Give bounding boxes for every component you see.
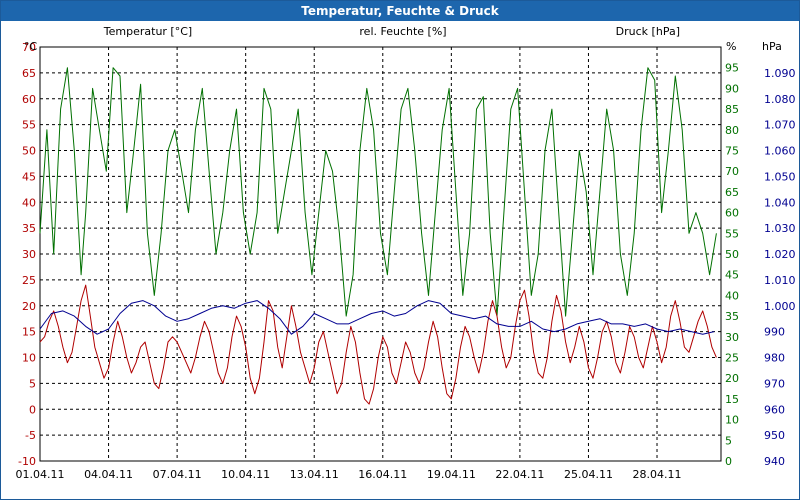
temperature-tick-label: 15 xyxy=(22,326,36,339)
temperature-unit: °C xyxy=(24,40,38,53)
temperature-tick-label: 50 xyxy=(22,145,36,158)
pressure-tick-label: 950 xyxy=(764,429,785,442)
temperature-tick-label: 40 xyxy=(22,196,36,209)
x-tick-label: 19.04.11 xyxy=(427,468,476,481)
humidity-unit: % xyxy=(726,40,736,53)
temperature-axis-title: Temperatur [°C] xyxy=(103,25,192,38)
pressure-tick-label: 1.070 xyxy=(764,119,796,132)
temperature-tick-label: -5 xyxy=(25,429,36,442)
pressure-tick-label: 970 xyxy=(764,377,785,390)
pressure-tick-label: 1.040 xyxy=(764,196,796,209)
humidity-tick-label: 55 xyxy=(725,227,739,240)
humidity-tick-label: 90 xyxy=(725,82,739,95)
humidity-tick-label: 0 xyxy=(725,455,732,468)
x-tick-label: 04.04.11 xyxy=(84,468,133,481)
x-tick-label: 01.04.11 xyxy=(16,468,65,481)
pressure-tick-label: 1.000 xyxy=(764,300,796,313)
temperature-tick-label: 20 xyxy=(22,300,36,313)
humidity-tick-label: 45 xyxy=(725,269,739,282)
x-tick-label: 25.04.11 xyxy=(564,468,613,481)
pressure-tick-label: 1.010 xyxy=(764,274,796,287)
temperature-series-line xyxy=(39,284,717,405)
pressure-unit: hPa xyxy=(762,40,782,53)
humidity-tick-label: 50 xyxy=(725,248,739,261)
temperature-tick-label: 70 xyxy=(22,41,36,54)
pressure-tick-label: 1.050 xyxy=(764,170,796,183)
pressure-tick-label: 1.060 xyxy=(764,145,796,158)
humidity-tick-label: 95 xyxy=(725,62,739,75)
humidity-series-line xyxy=(39,67,717,317)
pressure-tick-label: 940 xyxy=(764,455,785,468)
x-tick-label: 22.04.11 xyxy=(495,468,544,481)
humidity-tick-label: 30 xyxy=(725,331,739,344)
humidity-axis-title: rel. Feuchte [%] xyxy=(359,25,446,38)
temperature-tick-label: 60 xyxy=(22,93,36,106)
x-tick-label: 07.04.11 xyxy=(153,468,202,481)
humidity-tick-label: 20 xyxy=(725,372,739,385)
temperature-tick-label: 55 xyxy=(22,119,36,132)
x-tick-label: 28.04.11 xyxy=(633,468,682,481)
temperature-tick-label: 30 xyxy=(22,248,36,261)
pressure-tick-label: 990 xyxy=(764,326,785,339)
x-tick-label: 10.04.11 xyxy=(221,468,270,481)
temperature-tick-label: 65 xyxy=(22,67,36,80)
humidity-tick-label: 70 xyxy=(725,165,739,178)
humidity-tick-label: 60 xyxy=(725,207,739,220)
humidity-tick-label: 40 xyxy=(725,289,739,302)
window-title: Temperatur, Feuchte & Druck xyxy=(1,1,799,21)
temperature-tick-label: 35 xyxy=(22,222,36,235)
temperature-tick-label: 10 xyxy=(22,352,36,365)
temperature-tick-label: 45 xyxy=(22,170,36,183)
temperature-tick-label: -10 xyxy=(18,455,36,468)
humidity-tick-label: 15 xyxy=(725,393,739,406)
humidity-tick-label: 10 xyxy=(725,414,739,427)
pressure-series-line xyxy=(39,300,715,335)
pressure-tick-label: 1.020 xyxy=(764,248,796,261)
x-tick-label: 13.04.11 xyxy=(290,468,339,481)
pressure-tick-label: 960 xyxy=(764,403,785,416)
humidity-tick-label: 25 xyxy=(725,352,739,365)
temperature-tick-label: 25 xyxy=(22,274,36,287)
humidity-tick-label: 80 xyxy=(725,124,739,137)
pressure-tick-label: 1.090 xyxy=(764,67,796,80)
temperature-tick-label: 5 xyxy=(29,377,36,390)
humidity-tick-label: 85 xyxy=(725,103,739,116)
humidity-tick-label: 75 xyxy=(725,145,739,158)
temperature-tick-label: 0 xyxy=(29,403,36,416)
humidity-tick-label: 65 xyxy=(725,186,739,199)
pressure-tick-label: 1.030 xyxy=(764,222,796,235)
pressure-axis-title: Druck [hPa] xyxy=(616,25,680,38)
pressure-tick-label: 980 xyxy=(764,352,785,365)
axis-labels: 01.04.11 04.04.11 07.04.11 10.04.11 13.04.11… xyxy=(16,41,796,481)
x-tick-label: 16.04.11 xyxy=(358,468,407,481)
humidity-tick-label: 5 xyxy=(725,434,732,447)
pressure-tick-label: 1.080 xyxy=(764,93,796,106)
humidity-tick-label: 35 xyxy=(725,310,739,323)
series-layer xyxy=(39,67,717,405)
